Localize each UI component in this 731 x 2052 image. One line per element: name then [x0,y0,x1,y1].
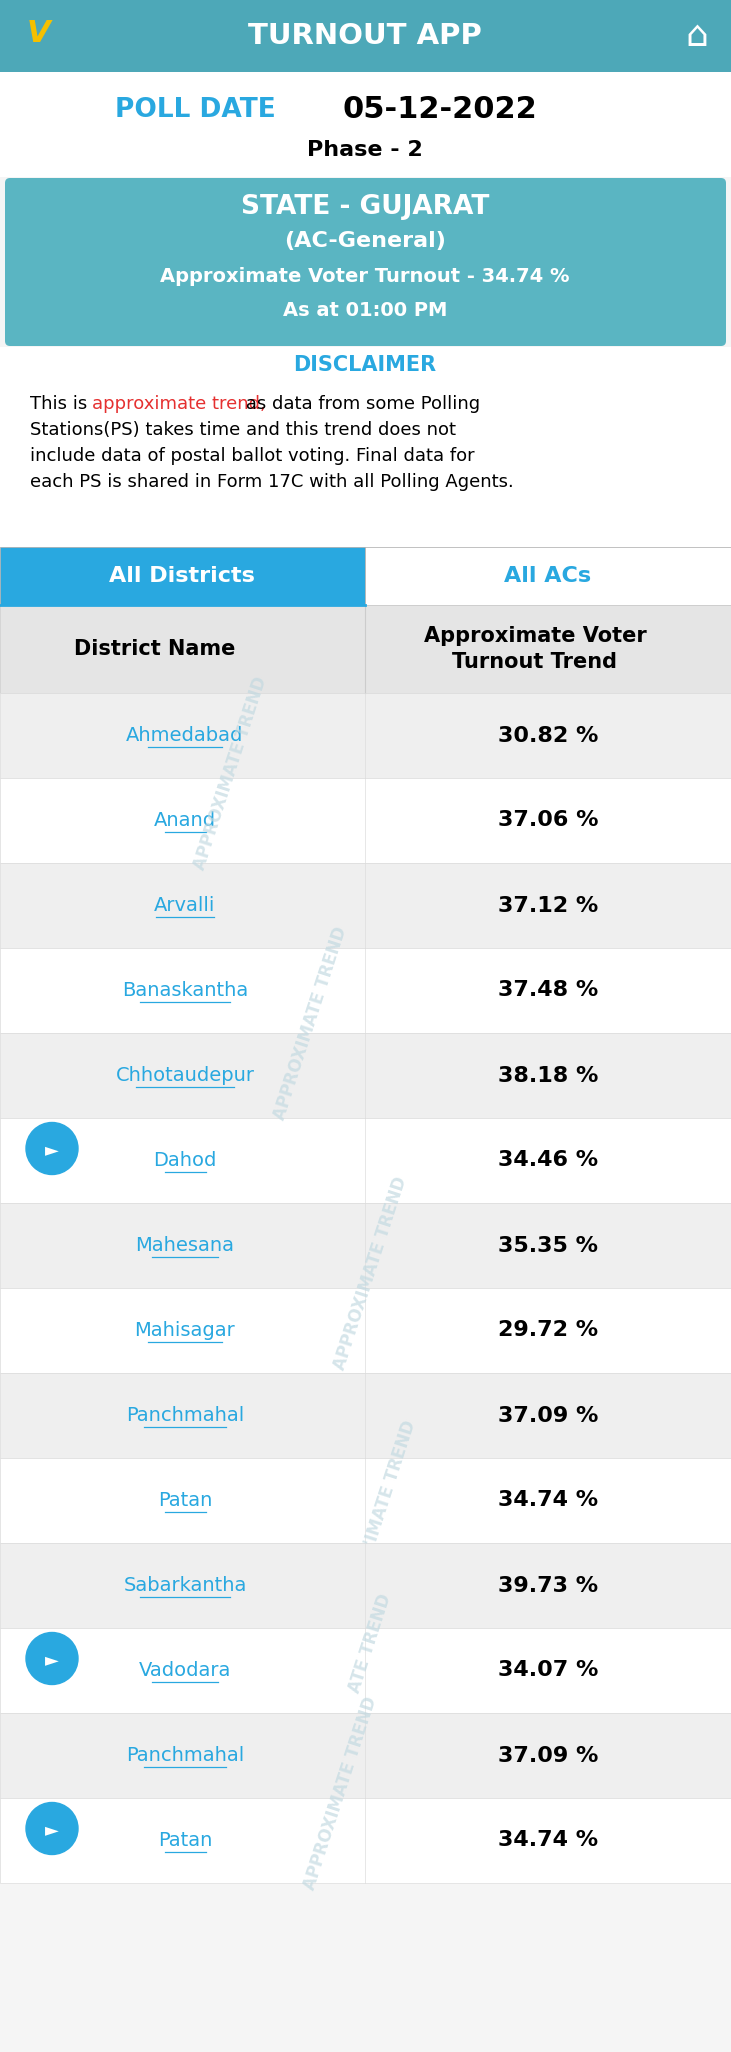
Text: 37.09 %: 37.09 % [498,1406,598,1426]
Text: ⌂: ⌂ [686,18,708,53]
Text: 'IMATE TREND: 'IMATE TREND [361,1418,419,1547]
Text: each PS is shared in Form 17C with all Polling Agents.: each PS is shared in Form 17C with all P… [30,474,514,490]
Text: Panchmahal: Panchmahal [126,1406,244,1424]
FancyBboxPatch shape [0,548,365,605]
Text: STATE - GUJARAT: STATE - GUJARAT [240,195,489,220]
Text: APPROXIMATE TREND: APPROXIMATE TREND [300,1695,380,1892]
Text: ATE TREND: ATE TREND [346,1590,395,1695]
FancyBboxPatch shape [0,694,731,778]
Text: This is: This is [30,394,93,412]
Text: Phase - 2: Phase - 2 [307,140,423,160]
Text: Patan: Patan [158,1492,212,1510]
Text: Anand: Anand [154,811,216,829]
Text: Arvalli: Arvalli [154,897,216,915]
Text: Stations(PS) takes time and this trend does not: Stations(PS) takes time and this trend d… [30,421,456,439]
Text: 35.35 %: 35.35 % [498,1235,598,1256]
Text: V: V [26,18,50,47]
Text: All Districts: All Districts [109,566,255,587]
Text: 05-12-2022: 05-12-2022 [343,96,537,125]
Text: 39.73 %: 39.73 % [498,1576,598,1596]
Text: Patan: Patan [158,1830,212,1851]
Text: APPROXIMATE TREND: APPROXIMATE TREND [270,923,350,1122]
Text: 34.46 %: 34.46 % [498,1151,598,1170]
Text: approximate trend,: approximate trend, [92,394,266,412]
Text: Vadodara: Vadodara [139,1660,231,1681]
Text: 34.07 %: 34.07 % [498,1660,598,1681]
FancyBboxPatch shape [0,0,731,72]
FancyBboxPatch shape [0,72,731,176]
Text: include data of postal ballot voting. Final data for: include data of postal ballot voting. Fi… [30,447,474,466]
Text: Chhotaudepur: Chhotaudepur [115,1065,254,1086]
Text: Ahmedabad: Ahmedabad [126,726,243,745]
Text: District Name: District Name [75,638,235,659]
FancyBboxPatch shape [0,1459,731,1543]
Text: Sabarkantha: Sabarkantha [124,1576,246,1594]
Text: ►: ► [45,1141,59,1159]
FancyBboxPatch shape [0,605,731,694]
FancyBboxPatch shape [0,864,731,948]
Text: POLL DATE: POLL DATE [115,96,276,123]
Text: DISCLAIMER: DISCLAIMER [293,355,436,376]
Text: 38.18 %: 38.18 % [498,1065,598,1086]
Text: Approximate Voter Turnout - 34.74 %: Approximate Voter Turnout - 34.74 % [160,267,569,287]
FancyBboxPatch shape [0,1289,731,1373]
FancyBboxPatch shape [0,1373,731,1459]
FancyBboxPatch shape [0,1543,731,1627]
Text: Approximate Voter
Turnout Trend: Approximate Voter Turnout Trend [424,626,646,673]
FancyBboxPatch shape [0,1713,731,1798]
Text: 34.74 %: 34.74 % [498,1830,598,1851]
Text: 37.09 %: 37.09 % [498,1746,598,1765]
Text: (AC-General): (AC-General) [284,232,446,250]
Text: 30.82 %: 30.82 % [498,726,598,745]
Text: Dahod: Dahod [154,1151,216,1170]
Text: As at 01:00 PM: As at 01:00 PM [283,302,447,320]
Text: APPROXIMATE TREND: APPROXIMATE TREND [330,1174,410,1373]
Text: as data from some Polling: as data from some Polling [240,394,480,412]
FancyBboxPatch shape [0,1118,731,1202]
Circle shape [26,1122,78,1174]
FancyBboxPatch shape [5,179,726,347]
FancyBboxPatch shape [365,548,731,605]
FancyBboxPatch shape [0,1032,731,1118]
Text: 29.72 %: 29.72 % [498,1321,598,1340]
Circle shape [26,1802,78,1855]
Text: APPROXIMATE TREND: APPROXIMATE TREND [190,673,270,872]
Text: 34.74 %: 34.74 % [498,1490,598,1510]
Text: Mahisagar: Mahisagar [135,1321,235,1340]
FancyBboxPatch shape [0,1202,731,1289]
Text: 37.48 %: 37.48 % [498,981,598,1001]
FancyBboxPatch shape [0,1627,731,1713]
Text: Mahesana: Mahesana [135,1235,235,1256]
Text: Panchmahal: Panchmahal [126,1746,244,1765]
FancyBboxPatch shape [0,778,731,864]
Text: 37.06 %: 37.06 % [498,811,598,831]
FancyBboxPatch shape [0,1798,731,1884]
Text: 37.12 %: 37.12 % [498,895,598,915]
Text: TURNOUT APP: TURNOUT APP [248,23,482,49]
Text: ►: ► [45,1822,59,1839]
FancyBboxPatch shape [0,347,731,548]
Text: All ACs: All ACs [504,566,591,587]
Text: Banaskantha: Banaskantha [122,981,248,999]
FancyBboxPatch shape [0,948,731,1032]
Text: ►: ► [45,1652,59,1670]
Circle shape [26,1633,78,1685]
